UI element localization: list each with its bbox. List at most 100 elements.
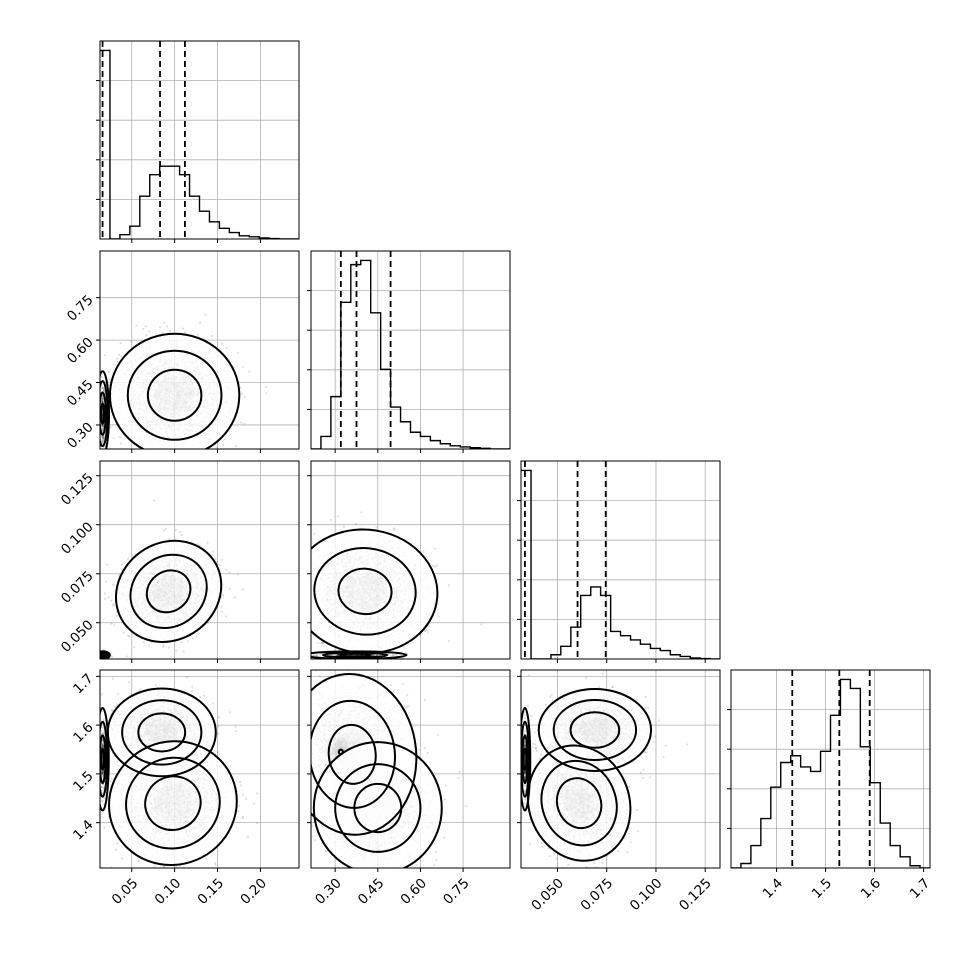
scatter-point — [180, 641, 183, 644]
scatter-point — [102, 388, 106, 391]
scatter-point — [96, 410, 98, 412]
scatter-point — [102, 387, 105, 391]
scatter-point — [221, 342, 224, 345]
scatter-point — [96, 655, 98, 657]
scatter-point — [223, 438, 226, 441]
scatter-point — [236, 573, 239, 576]
scatter-point — [424, 629, 427, 632]
scatter-point — [179, 530, 182, 533]
axes-frame — [99, 460, 300, 660]
scatter-point — [119, 341, 122, 345]
scatter-point — [107, 371, 110, 374]
scatter-point — [162, 643, 165, 646]
scatter-point — [101, 436, 104, 439]
contour-line — [100, 402, 106, 425]
scatter-point — [448, 639, 451, 642]
scatter-point — [96, 655, 98, 657]
scatter-point — [265, 392, 268, 395]
scatter-point — [175, 454, 177, 456]
scatter-point — [97, 655, 99, 657]
scatter-point — [102, 436, 106, 439]
scatter-point — [129, 340, 133, 343]
scatter-point — [225, 568, 228, 571]
scatter-point — [101, 398, 104, 401]
scatter-point — [101, 386, 104, 389]
scatter-point — [104, 580, 107, 583]
scatter-point — [165, 466, 167, 468]
scatter-point — [101, 436, 104, 439]
scatter-point — [175, 477, 177, 479]
scatter-point — [97, 409, 99, 411]
scatter-point — [100, 386, 103, 390]
scatter-point — [204, 313, 207, 316]
scatter-point — [159, 325, 162, 329]
contour-fill — [117, 541, 221, 641]
scatter-point — [161, 331, 164, 334]
scatter-point — [100, 398, 104, 402]
scatter-point — [147, 644, 151, 647]
scatter-point — [240, 421, 243, 424]
scatter-point — [143, 452, 145, 454]
scatter-point — [168, 537, 171, 541]
scatter-point — [103, 389, 106, 392]
histogram-step — [100, 49, 299, 239]
scatter-point — [145, 334, 148, 337]
scatter-point — [233, 596, 236, 599]
scatter-point — [97, 375, 99, 377]
scatter-point — [116, 357, 119, 360]
scatter-point — [109, 426, 112, 429]
scatter-point — [96, 654, 98, 656]
scatter-point — [172, 454, 174, 456]
scatter-point — [224, 615, 227, 618]
scatter-point — [97, 652, 99, 654]
scatter-point — [196, 333, 199, 336]
scatter-point — [101, 397, 104, 401]
scatter-point — [285, 561, 287, 563]
scatter-point — [115, 614, 118, 618]
scatter-point — [199, 321, 202, 324]
scatter-point — [96, 653, 98, 655]
scatter-point — [194, 451, 196, 453]
scatter-point — [112, 604, 115, 607]
scatter-point — [96, 651, 98, 653]
scatter-point — [97, 654, 99, 656]
scatter-point — [215, 445, 218, 449]
scatter-point — [113, 624, 116, 627]
scatter-point — [97, 655, 99, 657]
scatter-point — [97, 442, 99, 444]
scatter-point — [101, 439, 104, 442]
pair-body — [285, 511, 483, 659]
scatter-point — [212, 550, 215, 553]
scatter-point — [220, 453, 222, 455]
scatter-point — [122, 631, 125, 634]
grid-lines — [311, 251, 510, 449]
scatter-point — [211, 334, 214, 338]
scatter-point — [167, 646, 170, 649]
scatter-point — [98, 655, 100, 657]
scatter-point — [96, 373, 98, 375]
scatter-point — [118, 353, 121, 356]
scatter-point — [317, 641, 320, 644]
scatter-point — [225, 346, 228, 350]
pair-body — [90, 313, 268, 479]
scatter-point — [96, 654, 98, 656]
scatter-point — [133, 646, 136, 649]
scatter-point — [97, 656, 99, 658]
scatter-point — [241, 588, 244, 591]
subplot-2-1 — [285, 460, 511, 663]
scatter-point — [90, 397, 92, 399]
scatter-point — [166, 325, 169, 328]
scatter-point — [320, 642, 324, 645]
scatter-point — [215, 560, 219, 563]
scatter-point — [97, 429, 99, 431]
scatter-point — [243, 395, 246, 399]
scatter-point — [143, 454, 145, 456]
scatter-point — [218, 563, 221, 567]
scatter-point — [241, 365, 244, 368]
scatter-point — [183, 331, 187, 334]
scatter-point — [286, 609, 288, 611]
subplot-0-0 — [96, 40, 300, 243]
scatter-point — [97, 654, 99, 656]
scatter-point — [248, 370, 251, 373]
